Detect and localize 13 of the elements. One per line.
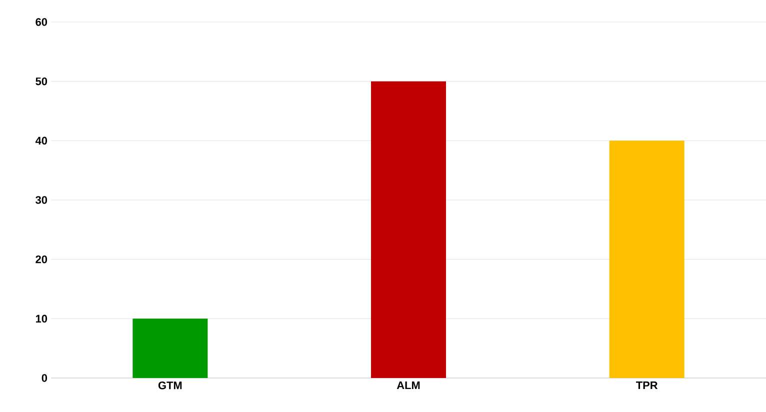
y-tick-label: 20 (36, 255, 48, 264)
bar (132, 318, 208, 378)
x-tick-label: GTM (158, 382, 182, 390)
bar (609, 140, 684, 378)
y-tick-label: 10 (36, 314, 48, 323)
y-tick-label: 60 (36, 18, 48, 26)
x-tick-label: TPR (636, 382, 658, 390)
y-tick-label: 30 (36, 196, 48, 204)
bar (371, 81, 446, 378)
y-tick-label: 40 (35, 136, 48, 145)
x-tick-label: ALM (396, 382, 420, 390)
y-tick-label: 0 (42, 374, 48, 382)
y-tick-label: 50 (36, 77, 48, 86)
